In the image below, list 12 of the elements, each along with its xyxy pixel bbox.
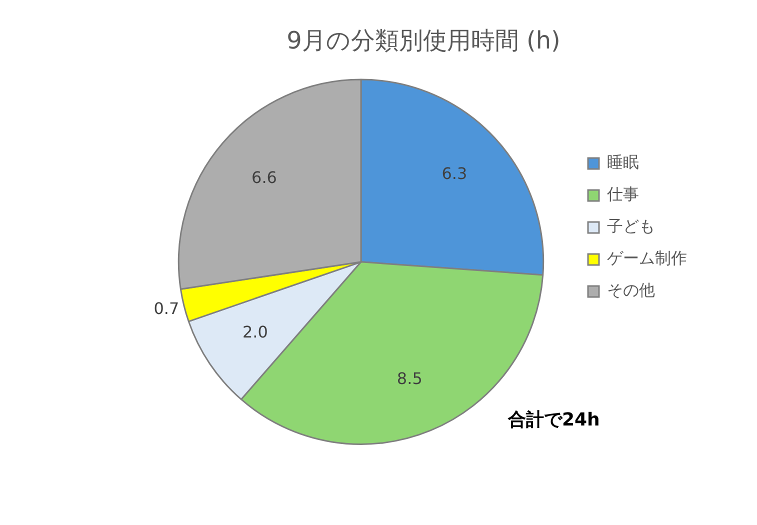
data-label: 0.7	[154, 298, 180, 318]
data-label: 6.6	[252, 168, 277, 187]
data-label: 8.5	[396, 369, 422, 388]
data-label: 2.0	[242, 322, 268, 342]
legend-label: 仕事	[606, 184, 639, 204]
text: 合計で24h	[507, 410, 600, 431]
legend-label: 子ども	[607, 216, 655, 236]
legend-label: その他	[607, 280, 655, 300]
legend-label: ゲーム制作	[607, 248, 687, 268]
legend-label: 睡眠	[607, 152, 639, 172]
data-label: 6.3	[442, 164, 468, 184]
chart-title: 9月の分類別使用時間 (h)	[286, 26, 560, 55]
